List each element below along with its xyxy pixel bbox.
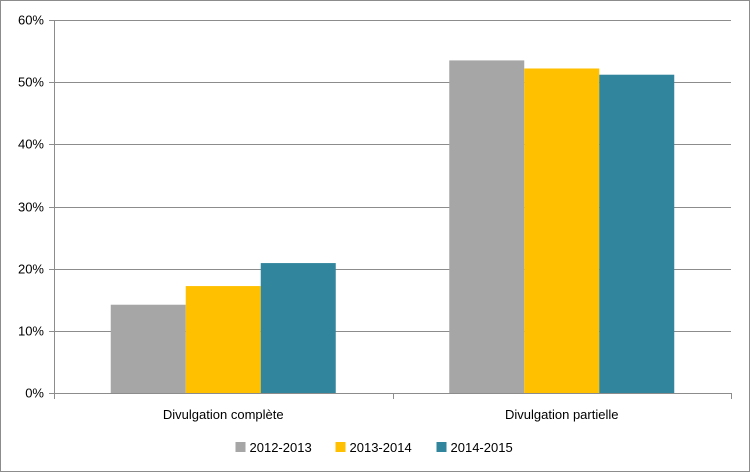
legend-label: 2014-2015 — [451, 440, 513, 455]
bar — [524, 68, 600, 394]
y-tick-label: 10% — [18, 324, 44, 339]
legend-swatch — [235, 442, 246, 452]
legend-label: 2013-2014 — [350, 440, 412, 455]
y-axis-tick-labels: 0% 10% 20% 30% 40% 50% 60% — [18, 13, 44, 401]
bars — [110, 60, 675, 394]
bar — [599, 74, 675, 393]
bar — [110, 304, 186, 393]
bar — [260, 263, 336, 393]
y-tick-label: 30% — [18, 200, 44, 215]
legend-swatch — [436, 442, 447, 452]
y-tick-label: 0% — [25, 386, 44, 401]
legend: 2012-2013 2013-2014 2014-2015 — [235, 440, 513, 455]
legend-swatch — [335, 442, 346, 452]
y-tick-label: 40% — [18, 137, 44, 152]
axes — [54, 20, 732, 399]
y-tick-label: 50% — [18, 75, 44, 90]
x-category-label: Divulgation complète — [163, 407, 284, 422]
legend-label: 2012-2013 — [250, 440, 312, 455]
y-tick-label: 20% — [18, 262, 44, 277]
x-axis-category-labels: Divulgation complète Divulgation partiell… — [163, 407, 619, 422]
x-category-label: Divulgation partielle — [505, 407, 618, 422]
y-tick-label: 60% — [18, 13, 44, 28]
bar — [185, 286, 261, 393]
bar — [449, 60, 525, 394]
